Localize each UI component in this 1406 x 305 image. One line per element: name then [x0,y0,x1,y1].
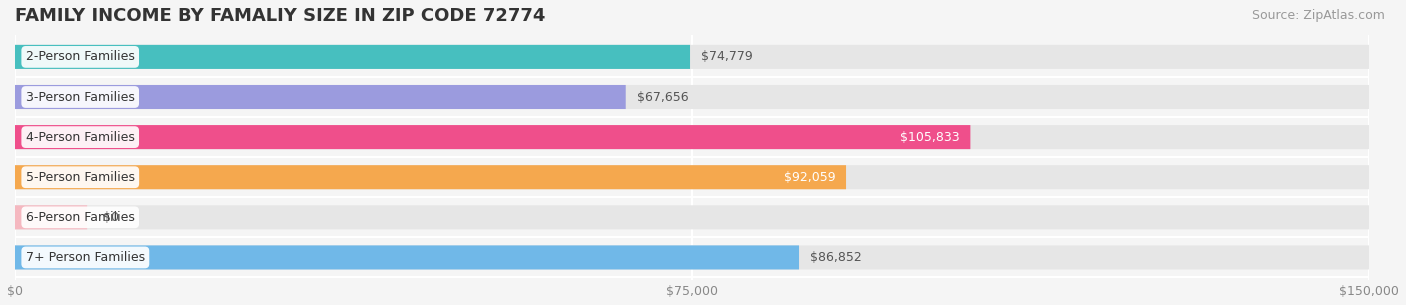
FancyBboxPatch shape [15,125,970,149]
Text: $105,833: $105,833 [900,131,959,144]
FancyBboxPatch shape [15,125,1369,149]
FancyBboxPatch shape [15,85,626,109]
Text: $86,852: $86,852 [810,251,862,264]
FancyBboxPatch shape [15,45,1369,69]
FancyBboxPatch shape [15,165,1369,189]
Text: $74,779: $74,779 [700,50,752,63]
FancyBboxPatch shape [15,45,690,69]
FancyBboxPatch shape [15,205,87,229]
Text: $67,656: $67,656 [637,91,688,103]
Text: FAMILY INCOME BY FAMALIY SIZE IN ZIP CODE 72774: FAMILY INCOME BY FAMALIY SIZE IN ZIP COD… [15,7,546,25]
FancyBboxPatch shape [15,205,1369,229]
Text: 5-Person Families: 5-Person Families [25,171,135,184]
Text: 7+ Person Families: 7+ Person Families [25,251,145,264]
FancyBboxPatch shape [15,246,1369,270]
FancyBboxPatch shape [15,165,846,189]
Text: $0: $0 [104,211,120,224]
Text: $92,059: $92,059 [783,171,835,184]
FancyBboxPatch shape [15,246,799,270]
Text: 6-Person Families: 6-Person Families [25,211,135,224]
Text: 4-Person Families: 4-Person Families [25,131,135,144]
Text: 3-Person Families: 3-Person Families [25,91,135,103]
Text: Source: ZipAtlas.com: Source: ZipAtlas.com [1251,9,1385,22]
FancyBboxPatch shape [15,85,1369,109]
Text: 2-Person Families: 2-Person Families [25,50,135,63]
